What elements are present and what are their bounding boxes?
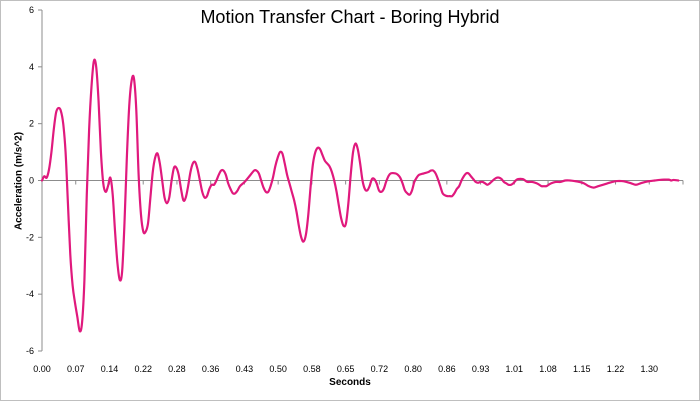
series-line	[40, 58, 680, 333]
y-tick-label: 6	[29, 5, 34, 15]
x-tick-label: 1.15	[573, 364, 591, 374]
x-tick-label: 1.08	[539, 364, 557, 374]
x-tick-label: 0.28	[168, 364, 186, 374]
tick-labels: 6 4 2 0 -2 -4 -6 0.00 0.07 0.14 0.22 0.28 0.36 0.43 0.…	[26, 5, 658, 374]
x-tick-label: 0.36	[202, 364, 220, 374]
y-tick-label: -6	[26, 346, 34, 356]
x-tick-label: 0.22	[134, 364, 152, 374]
x-tick-label: 1.22	[607, 364, 625, 374]
y-tick-label: 4	[29, 62, 34, 72]
x-tick-label: 1.30	[640, 364, 658, 374]
x-tick-label: 0.43	[236, 364, 254, 374]
x-tick-label: 0.50	[269, 364, 287, 374]
x-tick-label: 1.01	[506, 364, 524, 374]
x-tick-label: 0.07	[67, 364, 85, 374]
x-tick-label: 0.58	[303, 364, 321, 374]
x-tick-label: 0.65	[337, 364, 355, 374]
x-tick-label: 0.80	[404, 364, 422, 374]
x-tick-label: 0.72	[371, 364, 389, 374]
x-axis-label: Seconds	[329, 377, 371, 388]
x-tick-label: 0.00	[33, 364, 51, 374]
axes	[38, 9, 684, 352]
y-tick-label: 0	[29, 176, 34, 186]
chart-title: Motion Transfer Chart - Boring Hybrid	[200, 7, 500, 27]
y-tick-label: -2	[26, 232, 34, 242]
series-group	[40, 58, 680, 333]
x-tick-label: 0.14	[101, 364, 119, 374]
x-tick-label: 0.93	[472, 364, 490, 374]
x-tick-label: 0.86	[438, 364, 456, 374]
y-tick-label: -4	[26, 289, 34, 299]
y-tick-label: 2	[29, 119, 34, 129]
